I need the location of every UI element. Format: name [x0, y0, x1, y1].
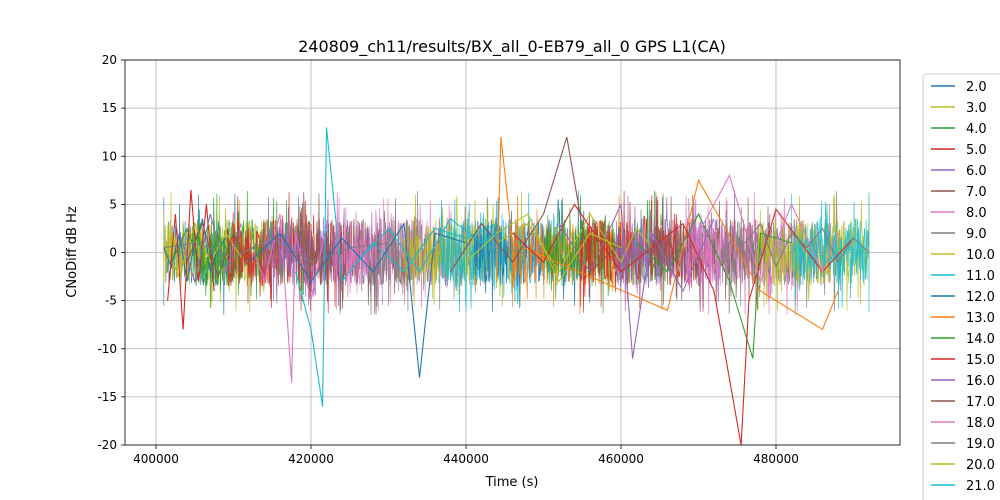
y-tick-label: 15: [102, 101, 117, 115]
series-line: [357, 217, 498, 273]
noise-trace: [367, 190, 489, 315]
series-line: [465, 213, 622, 283]
y-tick-label: -20: [97, 438, 117, 452]
x-tick-label: 480000: [753, 452, 799, 466]
noise-trace: [508, 195, 630, 315]
series-line: [496, 136, 839, 331]
series-line: [186, 221, 250, 279]
series-line: [698, 174, 839, 284]
noise-band: [163, 127, 870, 445]
series-line: [512, 203, 854, 445]
plot-area: 400000 420000 440000 460000 480000 -20 -15 -10 -…: [97, 53, 901, 466]
series-line: [248, 221, 467, 378]
y-tick-label: 5: [109, 197, 117, 211]
series-line: [178, 213, 242, 284]
y-tick-label: 0: [109, 246, 117, 260]
legend-label: 11.0: [966, 269, 995, 284]
legend-label: 15.0: [966, 353, 995, 368]
legend-label: 6.0: [966, 164, 987, 179]
y-tick-label: -5: [105, 294, 117, 308]
legend-label: 4.0: [966, 122, 987, 137]
series-line: [167, 189, 215, 330]
legend-label: 20.0: [966, 458, 995, 473]
series-line: [163, 237, 389, 263]
noise-trace: [579, 190, 701, 313]
legend-label: 12.0: [966, 290, 995, 305]
legend-label: 17.0: [966, 395, 995, 410]
y-axis-label: CNoDiff dB Hz: [65, 206, 80, 298]
y-tick-label: -10: [97, 342, 117, 356]
x-tick-label: 420000: [288, 452, 334, 466]
legend-label: 8.0: [966, 206, 987, 221]
y-tick-label: 20: [102, 53, 117, 67]
series-line: [248, 213, 328, 383]
legend-label: 9.0: [966, 227, 987, 242]
legend-label: 16.0: [966, 374, 995, 389]
legend-box: [922, 73, 1000, 500]
x-axis-label: Time (s): [485, 475, 539, 490]
x-tick-label: 440000: [443, 452, 489, 466]
legend-label: 5.0: [966, 143, 987, 158]
noise-trace: [791, 192, 870, 312]
legend-label: 18.0: [966, 416, 995, 431]
series-line: [496, 212, 653, 273]
series-line: [450, 136, 622, 273]
legend-label: 3.0: [966, 101, 987, 116]
axes-frame: [124, 59, 901, 446]
legend-label: 13.0: [966, 311, 995, 326]
legend-label: 10.0: [966, 248, 995, 263]
noise-trace: [544, 190, 665, 314]
x-tick-label: 460000: [598, 452, 644, 466]
series-line: [744, 222, 870, 269]
legend-label: 7.0: [966, 185, 987, 200]
legend-label: 19.0: [966, 437, 995, 452]
legend-label: 21.0: [966, 479, 995, 494]
chart-title: 240809_ch11/results/BX_all_0-EB79_all_0 …: [298, 37, 726, 57]
y-tick-label: 10: [102, 149, 117, 163]
y-tick-label: -15: [97, 390, 117, 404]
series-line: [294, 127, 498, 407]
series-line: [636, 212, 792, 359]
noise-trace: [720, 191, 842, 315]
x-tick-label: 400000: [133, 452, 179, 466]
legend-label: 14.0: [966, 332, 995, 347]
legend-label: 2.0: [966, 80, 987, 95]
legend: 2.0 3.0 4.0 5.0 6.0 7.0 8.0 9.0 10.0 11.0 12.0 13.0…: [922, 73, 1000, 500]
